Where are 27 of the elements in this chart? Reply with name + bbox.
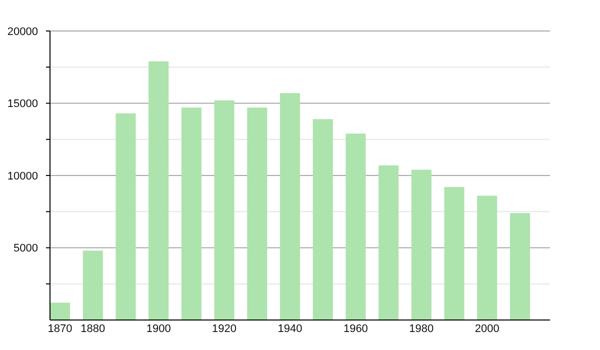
x-tick-label: 1920 <box>212 323 237 335</box>
bar <box>148 61 169 320</box>
x-tick-label: 2000 <box>474 323 500 335</box>
bar <box>50 302 70 320</box>
x-tick-label: 1880 <box>80 323 106 335</box>
y-tick-label: 5000 <box>14 242 38 255</box>
bar <box>181 108 202 320</box>
x-tick-label: 1900 <box>146 323 171 335</box>
y-tick-label: 10000 <box>7 170 38 182</box>
bar <box>444 187 464 320</box>
bar <box>378 165 399 320</box>
x-tick-label: 1870 <box>48 323 72 335</box>
bar <box>280 93 300 320</box>
bar <box>82 250 103 320</box>
bar <box>116 113 136 320</box>
bar <box>411 170 432 320</box>
bar <box>477 196 498 320</box>
y-tick-label: 20000 <box>7 26 38 38</box>
y-tick-label: 15000 <box>7 98 38 110</box>
bar <box>247 108 268 320</box>
x-tick-label: 1980 <box>409 323 434 335</box>
bar <box>214 100 234 320</box>
bar <box>510 213 530 320</box>
bar <box>346 134 366 320</box>
x-tick-label: 1960 <box>343 323 368 335</box>
bar <box>312 119 333 320</box>
x-tick-label: 1940 <box>278 323 302 335</box>
